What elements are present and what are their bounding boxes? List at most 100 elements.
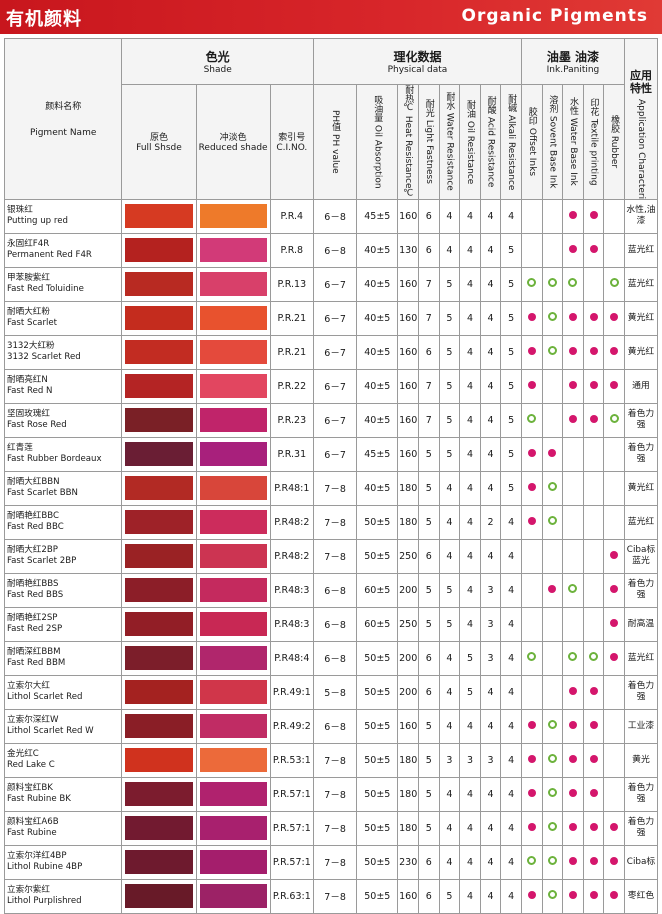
rating-o: 4	[459, 334, 481, 370]
rating-heat: 160	[397, 300, 419, 336]
ph-header: PH值 PH value	[312, 84, 358, 200]
ink-mark-0	[520, 742, 543, 778]
rating-a: 3	[479, 640, 502, 676]
rating-o: 4	[459, 844, 481, 880]
ink-mark-4	[603, 504, 625, 540]
suitable-ring-icon	[589, 652, 599, 662]
cino-header: 索引号 C.I.NO.	[269, 84, 314, 200]
pigment-name: 颜料宝红BK Fast Rubine BK	[3, 776, 123, 812]
pigment-name: 立索尔深红W Lithol Scarlet Red W	[3, 708, 123, 744]
reduced-shade-swatch	[195, 436, 271, 472]
rating-l: 5	[417, 572, 440, 608]
rating-w: 4	[438, 232, 461, 268]
rating-heat: 160	[397, 266, 419, 302]
rating-o: 4	[459, 368, 481, 404]
full-shade-swatch	[121, 572, 197, 608]
oil-absorption: 40±5	[356, 334, 399, 370]
water-base-ink-header: 水性 Water Base Ink	[562, 84, 584, 200]
oil-absorption: 40±5	[356, 368, 399, 404]
ci-number: P.R48:2	[269, 504, 314, 540]
rating-o: 4	[459, 878, 481, 914]
suitable-ring-icon	[547, 312, 557, 322]
ink-mark-4	[603, 334, 625, 370]
rating-l: 6	[417, 232, 440, 268]
ink-mark-1	[541, 878, 564, 914]
table-row: 颜料宝红A6B Fast Rubine P.R.57:1 7－8 50±5 180 5 4 4 4…	[3, 810, 659, 846]
rating-heat: 250	[397, 606, 419, 642]
application-text: 枣红色	[623, 878, 659, 914]
suitable-dot-icon	[589, 720, 598, 729]
ink-mark-1	[541, 504, 564, 540]
full-shade-swatch	[121, 198, 197, 234]
rating-heat: 200	[397, 640, 419, 676]
table-row: 耐晒大红BBN Fast Scarlet BBN P.R48:1 7－8 40±5 180…	[3, 470, 659, 506]
ci-number: P.R.49:1	[269, 674, 314, 710]
suitable-dot-icon	[568, 244, 577, 253]
suitable-dot-icon	[589, 244, 598, 253]
solvent-ink-header: 溶剂 Sovent Base Ink	[541, 84, 564, 200]
ph-value: 6－8	[312, 640, 358, 676]
rating-w: 4	[438, 640, 461, 676]
pigment-table: 颜料名称 Pigment Name 色光 Shade 理化数据 Physical…	[3, 38, 659, 914]
suitable-ring-icon	[568, 652, 578, 662]
suitable-dot-icon	[548, 584, 557, 593]
ph-value: 6－8	[312, 232, 358, 268]
reduced-shade-swatch	[195, 878, 271, 914]
reduced-shade-swatch	[195, 572, 271, 608]
suitable-ring-icon	[527, 856, 537, 866]
reduced-swatch	[199, 850, 267, 875]
reduced-shade-swatch	[195, 470, 271, 506]
rating-k: 4	[500, 708, 522, 744]
ink-mark-4	[603, 674, 625, 710]
application-text: 着色力强	[623, 402, 659, 438]
rating-k: 4	[500, 776, 522, 812]
reduced-shade-swatch	[195, 334, 271, 370]
suitable-dot-icon	[589, 856, 598, 865]
reduced-shade-swatch	[195, 844, 271, 880]
ph-value: 6－8	[312, 708, 358, 744]
full-shade-swatch	[121, 742, 197, 778]
rating-a: 4	[479, 368, 502, 404]
rating-k: 4	[500, 606, 522, 642]
suitable-dot-icon	[610, 618, 619, 627]
full-shade-swatch	[121, 538, 197, 574]
pigment-name: 耐晒艳红BBC Fast Red BBC	[3, 504, 123, 540]
rating-l: 6	[417, 538, 440, 574]
rating-a: 3	[479, 742, 502, 778]
ci-number: P.R.53:1	[269, 742, 314, 778]
table-row: 颜料宝红BK Fast Rubine BK P.R.57:1 7－8 50±5 180 5 4…	[3, 776, 659, 812]
ink-mark-3	[582, 198, 605, 234]
application-text: Ciba标	[623, 844, 659, 880]
rating-w: 5	[438, 334, 461, 370]
ci-number: P.R48:2	[269, 538, 314, 574]
full-swatch	[125, 204, 193, 229]
rating-l: 5	[417, 606, 440, 642]
ci-number: P.R.23	[269, 402, 314, 438]
suitable-ring-icon	[547, 346, 557, 356]
rating-l: 6	[417, 674, 440, 710]
suitable-dot-icon	[589, 380, 598, 389]
ph-value: 7－8	[312, 538, 358, 574]
suitable-dot-icon	[589, 346, 598, 355]
suitable-dot-icon	[527, 754, 536, 763]
rating-a: 4	[479, 232, 502, 268]
suitable-dot-icon	[568, 312, 577, 321]
ink-mark-0	[520, 266, 543, 302]
rating-k: 4	[500, 742, 522, 778]
reduced-swatch	[199, 782, 267, 807]
rating-w: 3	[438, 742, 461, 778]
pigment-name: 永固红F4R Permanent Red F4R	[3, 232, 123, 268]
rating-w: 4	[438, 810, 461, 846]
ink-mark-2	[562, 198, 584, 234]
suitable-ring-icon	[547, 788, 557, 798]
shade-header: 色光 Shade	[121, 38, 314, 85]
full-shade-swatch	[121, 640, 197, 676]
reduced-swatch	[199, 714, 267, 739]
oil-absorption: 50±5	[356, 844, 399, 880]
rating-k: 5	[500, 232, 522, 268]
suitable-dot-icon	[568, 822, 577, 831]
rating-a: 4	[479, 436, 502, 472]
full-shade-swatch	[121, 878, 197, 914]
rating-k: 5	[500, 334, 522, 370]
ink-mark-2	[562, 470, 584, 506]
